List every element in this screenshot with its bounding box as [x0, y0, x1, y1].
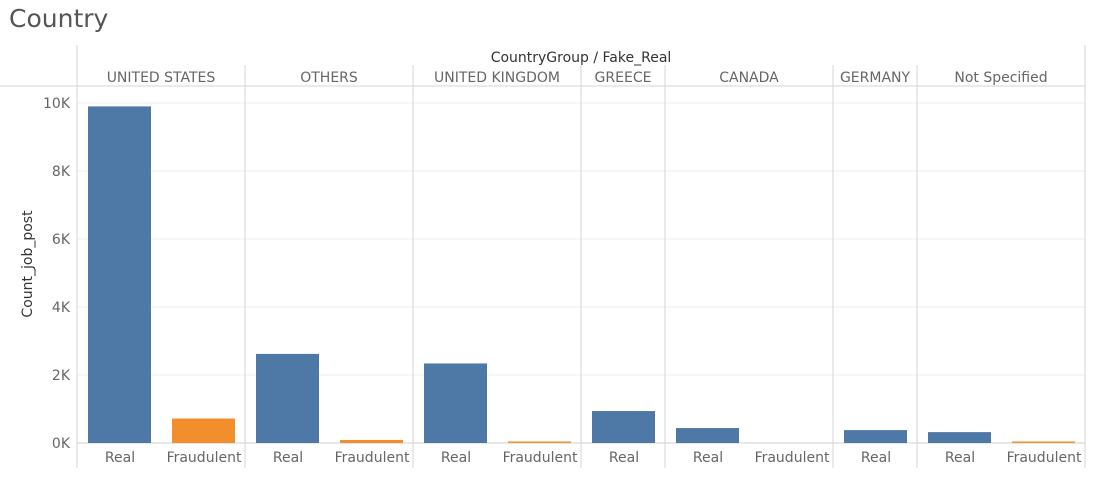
bar-real[interactable]	[928, 432, 991, 443]
bar-real[interactable]	[88, 106, 151, 444]
x-tick-label: Fraudulent	[1007, 450, 1082, 466]
x-tick-label: Real	[945, 450, 975, 466]
x-tick-label: Real	[609, 450, 639, 466]
group-header-label: GREECE	[595, 70, 652, 86]
x-tick-label: Real	[273, 450, 303, 466]
x-tick-label: Real	[693, 450, 723, 466]
x-tick-label: Fraudulent	[755, 450, 830, 466]
bar-real[interactable]	[592, 411, 655, 443]
bar-real[interactable]	[256, 353, 319, 443]
bars	[88, 106, 1075, 444]
group-header-label: Not Specified	[954, 70, 1047, 86]
group-header-label: UNITED STATES	[107, 70, 216, 86]
y-axis-ticks: 0K 2K 4K 6K 8K 10K	[43, 96, 71, 452]
page-title: Country	[9, 4, 109, 33]
y-tick-label: 10K	[43, 96, 71, 112]
y-axis-label: Count_job_post	[20, 210, 36, 318]
x-axis-ticks: Real Fraudulent Real Fraudulent Real Fraudule…	[105, 450, 1082, 466]
panel-dividers	[0, 45, 1086, 468]
bar-real[interactable]	[844, 430, 907, 443]
x-tick-label: Real	[105, 450, 135, 466]
x-tick-label: Real	[861, 450, 891, 466]
y-tick-label: 0K	[52, 436, 71, 452]
bar-real[interactable]	[424, 363, 487, 443]
x-tick-label: Fraudulent	[503, 450, 578, 466]
y-tick-label: 6K	[52, 232, 71, 248]
bar-fraudulent[interactable]	[172, 418, 235, 443]
group-header-label: OTHERS	[300, 70, 358, 86]
bar-fraudulent[interactable]	[508, 441, 571, 444]
group-header-label: UNITED KINGDOM	[434, 70, 560, 86]
group-header-label: CANADA	[719, 70, 779, 86]
x-tick-label: Real	[441, 450, 471, 466]
group-headers: UNITED STATES OTHERS UNITED KINGDOM GREECE C…	[107, 70, 1048, 86]
bar-fraudulent[interactable]	[1012, 441, 1075, 444]
bar-fraudulent[interactable]	[340, 439, 403, 443]
group-header-label: GERMANY	[840, 70, 911, 86]
y-tick-label: 2K	[52, 368, 71, 384]
x-tick-label: Fraudulent	[167, 450, 242, 466]
column-header-title: CountryGroup / Fake_Real	[491, 50, 672, 66]
x-tick-label: Fraudulent	[335, 450, 410, 466]
bar-real[interactable]	[676, 428, 739, 443]
y-tick-label: 8K	[52, 164, 71, 180]
y-tick-label: 4K	[52, 300, 71, 316]
